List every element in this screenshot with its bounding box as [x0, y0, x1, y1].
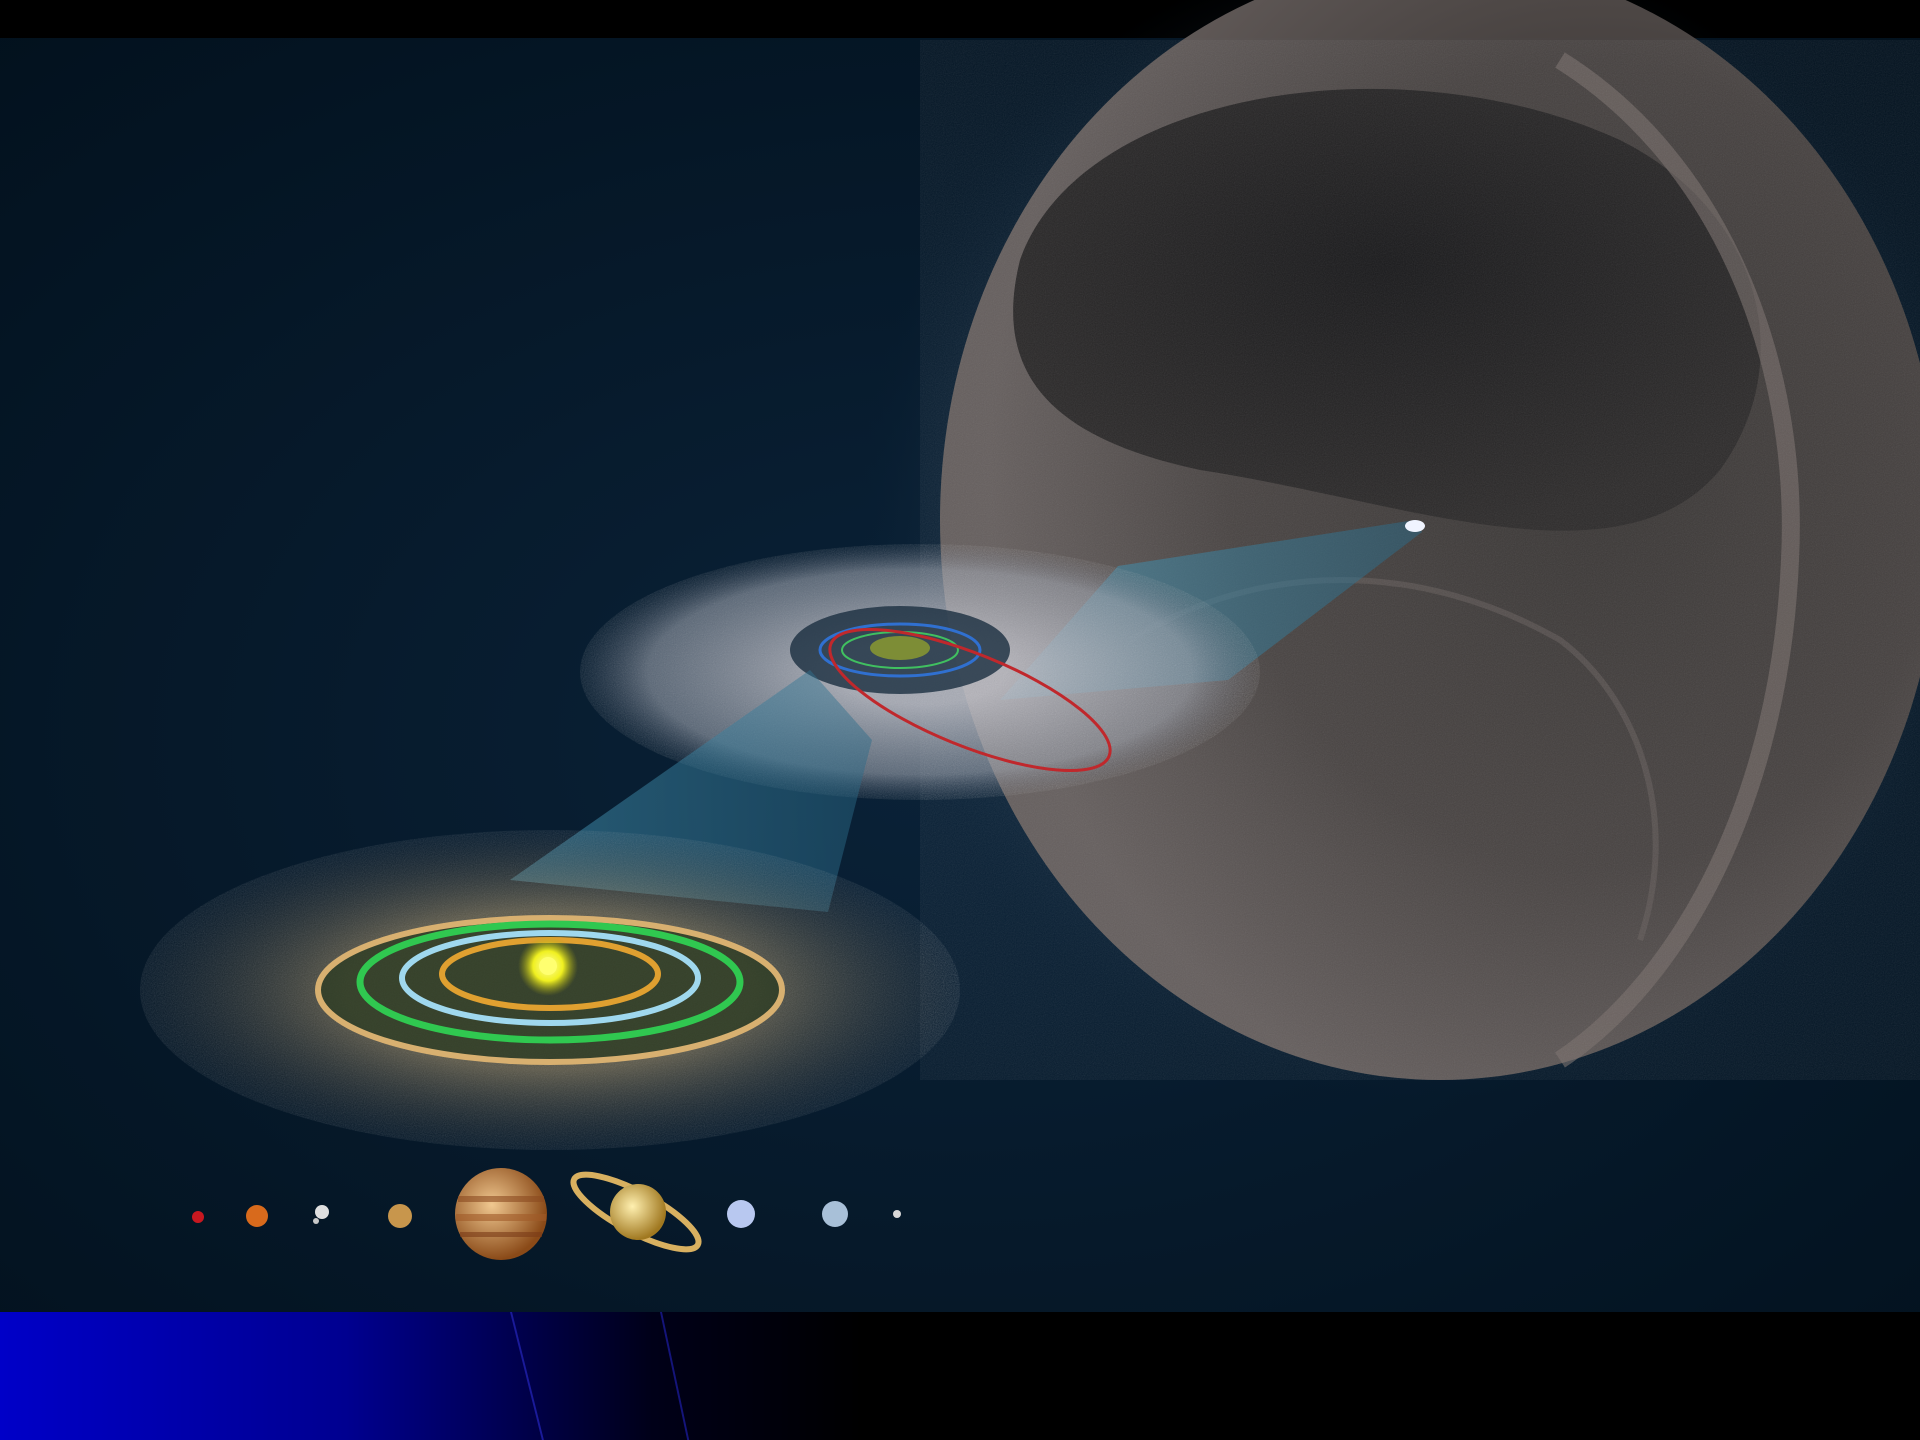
sun-core — [539, 957, 557, 975]
orbit-outer-gold — [315, 915, 785, 1065]
planet-uranus-icon — [727, 1200, 755, 1228]
slide-footer-band — [0, 1312, 1920, 1440]
planet-pluto-icon — [893, 1210, 901, 1218]
planet-lineup — [192, 1168, 901, 1260]
planet-mars-icon — [388, 1204, 412, 1228]
zoom-point-bright — [1405, 520, 1425, 532]
planet-venus-icon — [246, 1205, 268, 1227]
solar-system-illustration — [0, 0, 1920, 1312]
orbit-green — [356, 920, 744, 1044]
planet-neptune-icon — [822, 1201, 848, 1227]
oort-cloud-texture — [920, 40, 1920, 1080]
kuiper-inner-system — [870, 636, 930, 660]
kuiper-orbit-blue — [818, 622, 982, 678]
planet-jupiter-icon — [455, 1168, 547, 1260]
comet-orbit — [828, 627, 1112, 773]
planet-mercury-icon — [192, 1211, 204, 1223]
planet-saturn-icon — [570, 1171, 702, 1253]
planet-earth-moon-icon — [313, 1205, 329, 1224]
orbit-light-blue — [399, 930, 701, 1026]
